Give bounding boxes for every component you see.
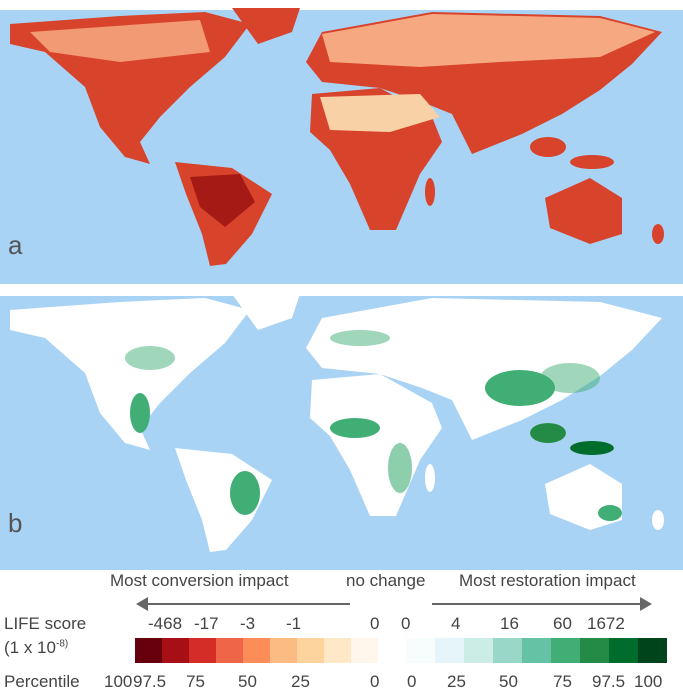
restoration-score: 16 bbox=[500, 614, 519, 633]
restoration-swatch bbox=[493, 638, 522, 663]
score-label: LIFE score bbox=[4, 614, 87, 633]
conversion-impact-map bbox=[0, 2, 683, 284]
conversion-percentile: 0 bbox=[370, 672, 380, 691]
map-panel-conversion: a bbox=[0, 2, 683, 284]
restoration-swatch bbox=[580, 638, 609, 663]
arctic-ice bbox=[0, 2, 683, 10]
percentile-label: Percentile bbox=[4, 672, 80, 691]
conversion-swatch bbox=[324, 638, 351, 663]
restoration-percentile: 100 bbox=[634, 672, 663, 691]
panel-label-b: b bbox=[8, 508, 23, 538]
restoration-percentile: 97.5 bbox=[592, 672, 626, 691]
conversion-swatch bbox=[189, 638, 216, 663]
score-unit: (1 x 10-8) bbox=[4, 638, 69, 657]
restoration-swatch bbox=[522, 638, 551, 663]
northern-america bbox=[30, 20, 210, 62]
conversion-score: -1 bbox=[286, 614, 302, 633]
conversion-percentile: 100 bbox=[104, 672, 133, 691]
conversion-percentile: 97.5 bbox=[133, 672, 167, 691]
restoration-score: 4 bbox=[451, 614, 461, 633]
restoration-percentile: 0 bbox=[407, 672, 417, 691]
conversion-swatch bbox=[243, 638, 270, 663]
conversion-percentile: 50 bbox=[238, 672, 257, 691]
restoration-score: 0 bbox=[401, 614, 411, 633]
conversion-score: 0 bbox=[370, 614, 380, 633]
arrow-left-icon bbox=[136, 597, 148, 611]
restoration-percentile: 50 bbox=[499, 672, 518, 691]
amazon bbox=[190, 174, 255, 227]
restoration-arrow bbox=[432, 603, 642, 605]
restoration-hotspots bbox=[125, 330, 622, 521]
conversion-swatch bbox=[297, 638, 324, 663]
conversion-swatch bbox=[270, 638, 297, 663]
conversion-percentile: 25 bbox=[291, 672, 310, 691]
conversion-score: -3 bbox=[240, 614, 256, 633]
conversion-swatch bbox=[162, 638, 189, 663]
restoration-swatch bbox=[435, 638, 464, 663]
restoration-score: 1672 bbox=[587, 614, 625, 633]
restoration-swatch bbox=[551, 638, 580, 663]
restoration-impact-map bbox=[0, 288, 683, 570]
conversion-score: -468 bbox=[148, 614, 183, 633]
conversion-heading: Most conversion impact bbox=[110, 571, 289, 590]
restoration-swatch bbox=[464, 638, 493, 663]
conversion-swatch bbox=[216, 638, 243, 663]
no-change-label: no change bbox=[346, 571, 426, 590]
sahara bbox=[320, 94, 440, 132]
conversion-swatch bbox=[135, 638, 162, 663]
restoration-percentile: 75 bbox=[553, 672, 572, 691]
arrow-right-icon bbox=[640, 597, 652, 611]
restoration-heading: Most restoration impact bbox=[459, 571, 636, 590]
restoration-swatch bbox=[609, 638, 638, 663]
conversion-score: -17 bbox=[194, 614, 219, 633]
restoration-score: 60 bbox=[553, 614, 572, 633]
map-panel-restoration: b bbox=[0, 288, 683, 570]
panel-label-a: a bbox=[8, 230, 23, 260]
restoration-swatch bbox=[406, 638, 435, 663]
northern-eurasia bbox=[322, 14, 655, 67]
restoration-swatch bbox=[638, 638, 667, 663]
conversion-swatch bbox=[351, 638, 378, 663]
conversion-percentile: 75 bbox=[186, 672, 205, 691]
arctic-ice bbox=[0, 288, 683, 296]
conversion-arrow bbox=[145, 603, 350, 605]
restoration-percentile: 25 bbox=[447, 672, 466, 691]
